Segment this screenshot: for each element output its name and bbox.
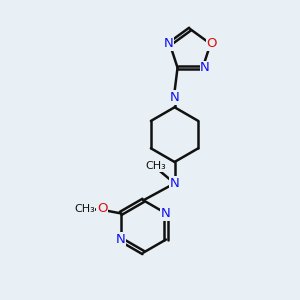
Text: N: N <box>116 233 126 246</box>
Text: CH₃: CH₃ <box>74 204 95 214</box>
Text: N: N <box>164 37 173 50</box>
Text: N: N <box>170 177 179 190</box>
Text: N: N <box>161 207 171 220</box>
Text: N: N <box>170 91 179 104</box>
Text: CH₃: CH₃ <box>146 161 166 171</box>
Text: N: N <box>200 61 210 74</box>
Text: O: O <box>207 37 217 50</box>
Text: O: O <box>97 202 107 215</box>
